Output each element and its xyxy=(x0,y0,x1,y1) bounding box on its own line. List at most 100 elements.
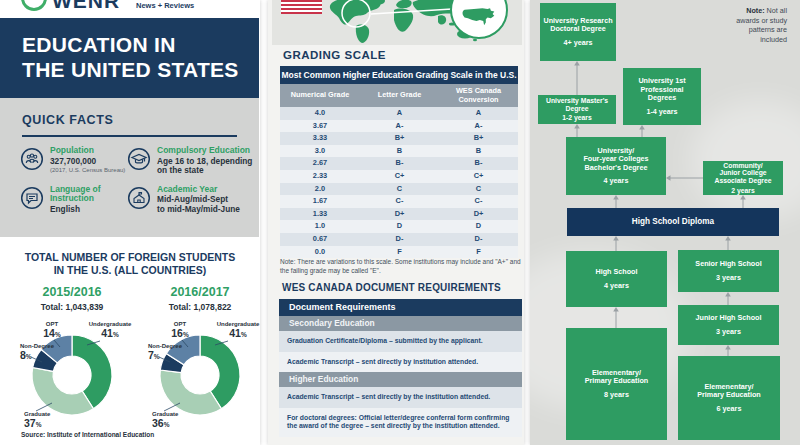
pathway-box-senior-high: Senior High School3 years xyxy=(678,250,779,292)
title-line1: EDUCATION IN xyxy=(22,33,259,58)
grading-cell: 3.67 xyxy=(280,120,360,133)
wenr-logo-icon xyxy=(21,0,47,11)
fact-value: English xyxy=(50,205,127,215)
world-map-banner xyxy=(272,0,522,45)
school-building-icon xyxy=(127,186,151,210)
grading-cell: B- xyxy=(360,157,439,170)
doc-requirement-item: For doctoral degrees: Official letter/de… xyxy=(279,408,522,437)
fact-caption: (2017, U.S. Census Bureau) xyxy=(50,167,125,173)
grading-cell: D xyxy=(360,220,439,233)
fact-label: Population xyxy=(50,146,125,156)
pathway-box-title: Senior High School xyxy=(695,260,761,269)
grading-cell: 2.67 xyxy=(280,157,360,170)
quick-fact-population: Population327,700,000(2017, U.S. Census … xyxy=(20,146,127,176)
chart-total-label: Total: 1,078,822 xyxy=(136,302,260,312)
left-column: WENR News + Reviews EDUCATION IN THE UNI… xyxy=(0,0,260,445)
grading-row: 1.67C-C- xyxy=(280,195,518,208)
middle-column: GRADING SCALE Most Common Higher Educati… xyxy=(268,0,524,445)
foreign-students-panel: TOTAL NUMBER OF FOREIGN STUDENTS IN THE … xyxy=(0,237,260,445)
pathway-box-years: 4+ years xyxy=(564,39,593,48)
pathway-box-years: 1-2 years xyxy=(562,114,591,122)
grading-cell: 0.0 xyxy=(280,246,360,259)
grading-cell: B xyxy=(360,145,439,158)
document-requirements-table: Document Requirements Secondary Educatio… xyxy=(279,299,522,437)
segment-value: 37% xyxy=(24,417,42,429)
pathway-box-associate: Community/ Junior College Associate Degr… xyxy=(703,161,783,195)
fact-value: Age 16 to 18, depending on the state xyxy=(157,157,252,176)
grading-cell: 4.0 xyxy=(280,107,360,120)
segment-value: 36% xyxy=(152,417,170,429)
quick-fact-academic-year: Academic YearMid-Aug/mid-Sept to mid-May… xyxy=(127,185,258,215)
donut-chart-2016-2017: 2016/2017Total: 1,078,822Undergraduate41… xyxy=(136,285,260,445)
grading-cell: 1.67 xyxy=(280,195,360,208)
doc-section-label: Secondary Education xyxy=(279,316,522,331)
fact-label: Language of Instruction xyxy=(50,185,127,204)
grading-row: 2.0CC xyxy=(280,183,518,196)
pathway-box-bachelors: University/ Four-year Colleges Bachelor'… xyxy=(566,137,666,195)
people-icon xyxy=(20,147,44,171)
pathway-box-years: 4 years xyxy=(604,282,629,291)
grading-row: 0.67D-D- xyxy=(280,233,518,246)
pathway-box-masters: University Master's Degree1-2 years xyxy=(538,95,616,124)
grading-cell: F xyxy=(360,246,439,259)
grading-cell: 1.0 xyxy=(280,220,360,233)
pathway-box-hs-diploma: High School Diploma xyxy=(567,208,779,236)
pathway-box-title: Elemenentary/ Primary Education xyxy=(697,383,761,400)
fact-value: Mid-Aug/mid-Sept to mid-May/mid-June xyxy=(157,195,240,214)
grading-cell: D+ xyxy=(439,208,518,221)
grading-cell: 3.33 xyxy=(280,132,360,145)
pathway-box-title: Community/ Junior College Associate Degr… xyxy=(714,162,771,185)
grading-table-columns: Numerical GradeLetter GradeWES Canada Co… xyxy=(280,84,518,107)
grading-cell: C xyxy=(439,183,518,196)
grading-cell: B+ xyxy=(360,132,439,145)
grading-cell: A- xyxy=(360,120,439,133)
grading-cell: D- xyxy=(439,233,518,246)
grading-cell: C+ xyxy=(360,170,439,183)
grading-row: 1.0DD xyxy=(280,220,518,233)
pathway-box-title: Elemenentary/ Primary Education xyxy=(585,369,649,386)
grading-cell: C xyxy=(360,183,439,196)
wenr-logo: WENR News + Reviews xyxy=(0,0,260,18)
grading-cell: B xyxy=(439,145,518,158)
pathway-box-title: High School xyxy=(596,268,638,277)
grading-row: 2.33C+C+ xyxy=(280,170,518,183)
pathway-box-elementary-6: Elemenentary/ Primary Education 6 years xyxy=(678,356,780,440)
brand-tagline: News + Reviews xyxy=(136,1,194,10)
quick-facts-panel: QUICK FACTS Population327,700,000(2017, … xyxy=(0,98,259,237)
quick-fact-compulsory-education: Compulsory EducationAge 16 to 18, depend… xyxy=(127,146,258,176)
donut-chart: Undergraduate41%Graduate36%Non-Degree7%O… xyxy=(136,313,260,445)
pathway-box-years: 8 years xyxy=(604,391,629,400)
grading-row: 3.33B+B+ xyxy=(280,132,518,145)
page-title: EDUCATION IN THE UNITED STATES xyxy=(0,18,259,98)
grading-column-header: Numerical Grade xyxy=(280,84,360,107)
title-line2: THE UNITED STATES xyxy=(22,58,259,83)
pathway-box-years: 3 years xyxy=(716,328,741,337)
source-note: Source: Institute of International Educa… xyxy=(21,431,154,438)
fact-label: Academic Year xyxy=(157,185,240,195)
donut-chart: Undergraduate41%Graduate37%Non-Degree8%O… xyxy=(8,313,136,445)
grading-cell: 3.0 xyxy=(280,145,360,158)
segment-value: 41% xyxy=(101,327,119,339)
grading-row: 4.0AA xyxy=(280,107,518,120)
pathway-box-doctoral: University Research Doctoral Degree4+ ye… xyxy=(540,3,616,61)
grading-cell: 2.33 xyxy=(280,170,360,183)
grading-cell: 2.0 xyxy=(280,183,360,196)
quick-facts-grid: Population327,700,000(2017, U.S. Census … xyxy=(20,146,258,214)
pathway-box-professional: University 1st Professional Degrees1-4 y… xyxy=(623,68,701,125)
pathway-box-years: 2 years xyxy=(731,187,754,195)
grading-row: 0.0FF xyxy=(280,246,518,259)
segment-value: 8% xyxy=(20,349,32,361)
quick-fact-language-of-instruction: Language of InstructionEnglish xyxy=(20,185,127,215)
grading-cell: A- xyxy=(439,120,518,133)
doc-requirement-item: Academic Transcript – sent directly by t… xyxy=(279,387,522,408)
document-requirements-title: Document Requirements xyxy=(279,299,522,316)
chart-year-label: 2015/2016 xyxy=(8,285,136,299)
pathway-box-high-school: High School 4 years xyxy=(566,251,667,307)
grading-row: 2.67B-B- xyxy=(280,157,518,170)
grading-cell: B+ xyxy=(439,132,518,145)
grading-row: 1.33D+D+ xyxy=(280,208,518,221)
pathway-box-years: 6 years xyxy=(717,405,742,414)
brand-name: WENR xyxy=(52,0,120,13)
right-column: Note: Not all awards or study patterns a… xyxy=(530,0,800,445)
segment-value: 16% xyxy=(171,327,189,339)
